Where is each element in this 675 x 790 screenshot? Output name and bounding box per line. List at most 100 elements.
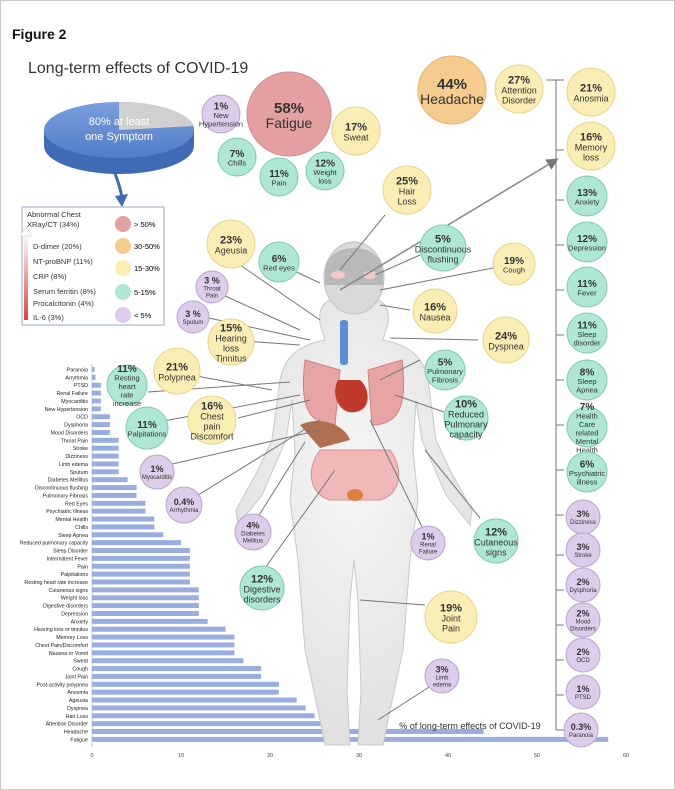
symptom-bubble: 11%Fever: [566, 266, 608, 308]
bubble-label: Hair: [399, 187, 416, 197]
bubble-label: Resting: [114, 374, 139, 383]
bubble-label: Sputum: [183, 320, 204, 326]
bar: [92, 398, 101, 404]
bubble-label: loss: [223, 344, 240, 354]
bar-category-label: Attention Disorder: [46, 722, 89, 728]
bubble-percent: 7%: [580, 402, 595, 413]
bubble-percent: 16%: [580, 132, 602, 144]
bubble-label: Stroke: [574, 553, 592, 559]
legend-lab-2: D-dimer (20%): [33, 242, 82, 251]
bubble-percent: 21%: [166, 362, 188, 374]
bubble-label: Hypertension: [199, 120, 243, 129]
x-tick-label: 30: [356, 753, 362, 759]
symptom-bubble: 11%Palpitations: [125, 406, 169, 450]
bubble-percent: 11%: [577, 321, 597, 332]
bubble-label: Health: [576, 445, 598, 454]
legend-lab-0: Abnormal Chest: [27, 210, 82, 219]
bar-category-label: Fatigue: [70, 737, 88, 743]
x-tick-label: 40: [445, 753, 451, 759]
bubble-label: Depression: [568, 243, 606, 252]
symptom-bubble: 0.4%Arrhythmia: [165, 486, 203, 524]
scale-label-0: > 50%: [134, 220, 156, 229]
x-tick-label: 10: [178, 753, 184, 759]
bubble-percent: 3 %: [185, 309, 201, 319]
bubble-label: Health: [576, 411, 598, 420]
bubble-label: Sleep: [577, 330, 596, 339]
bubble-label: Chest: [200, 412, 224, 422]
connector-lines: [142, 79, 564, 731]
bar-category-label: Discontinuous flushing: [35, 486, 88, 492]
bubble-percent: 4%: [246, 521, 259, 531]
bubble-label: heart: [118, 382, 136, 391]
bubble-percent: 11%: [577, 279, 597, 290]
bar-category-label: Post-activity polypnea: [36, 682, 88, 688]
bubble-label: Memory: [575, 143, 608, 153]
bubble-percent: 1%: [150, 464, 163, 474]
symptom-bubble: 21%Polypnea: [153, 347, 201, 395]
bar-category-label: Mental Health: [55, 517, 88, 523]
bubble-label: Mood: [575, 620, 590, 626]
bubble-percent: 2%: [576, 609, 589, 619]
symptom-bubble: 1%PTSD: [565, 674, 601, 710]
bubble-percent: 8%: [580, 368, 595, 379]
bubble-percent: 7%: [230, 149, 245, 160]
bar-category-label: Sweat: [73, 659, 88, 665]
bar-category-label: Hair Loss: [66, 714, 89, 720]
x-tick-label: 0: [90, 753, 93, 759]
bubble-label: disorder: [573, 339, 601, 348]
bubble-label: Dizziness: [570, 520, 596, 526]
bar: [92, 587, 199, 593]
legend-lab-7: IL-6 (3%): [33, 313, 64, 322]
bar: [92, 453, 119, 459]
bubble-label: rate: [121, 391, 134, 400]
bar-category-label: Anosmia: [67, 690, 88, 696]
bubble-label: Polypnea: [158, 373, 196, 383]
bar: [92, 650, 235, 656]
bubble-label: Apnea: [576, 386, 599, 395]
bubble-label: Myocarditis: [142, 475, 172, 481]
bubble-label: related: [576, 428, 599, 437]
bubble-label: Pain: [271, 178, 286, 187]
legend-lab-6: Procalcitonin (4%): [33, 299, 94, 308]
bubble-percent: 3%: [435, 665, 448, 675]
bar-category-label: Throat Pain: [61, 438, 88, 444]
bar-category-label: Red Eyes: [65, 501, 88, 507]
bubble-label: Chills: [228, 158, 247, 167]
bar-category-label: Paranoia: [67, 368, 88, 374]
bubble-label: Mellitus: [243, 539, 263, 545]
bubble-percent: 13%: [577, 188, 597, 199]
bar: [92, 555, 190, 561]
bubble-percent: 58%: [274, 100, 304, 117]
bubble-label: Arrhythmia: [169, 508, 199, 514]
symptom-bubble: 21%Anosmia: [566, 67, 616, 117]
bar: [92, 713, 315, 719]
bar: [92, 445, 119, 451]
bubble-label: Failure: [419, 550, 438, 556]
scale-label-3: 5-15%: [134, 288, 156, 297]
bubble-label: Disorders: [570, 627, 596, 633]
bubble-label: Psychiatric: [569, 469, 606, 478]
legend-lab-3: NT-proBNP (11%): [33, 257, 93, 266]
bar-category-label: Hearing loss or tinnitus: [34, 627, 88, 633]
bar-category-label: Myocarditis: [61, 399, 88, 405]
symptom-bubble: 13%Anxiety: [566, 175, 608, 217]
bar: [92, 705, 306, 711]
bar: [92, 524, 155, 530]
bar: [92, 422, 110, 428]
bar-category-label: Arrythmia: [65, 375, 88, 381]
bubble-label: Anosmia: [573, 94, 608, 104]
symptom-bubble: 7%Chills: [217, 137, 257, 177]
bubble-label: capacity: [449, 430, 483, 440]
symptom-bubble: 2%Dysphoria: [565, 567, 601, 603]
bar: [92, 429, 110, 435]
symptom-bubble: 16%Nausea: [412, 288, 458, 334]
bar-category-label: Limb edema: [59, 462, 88, 468]
bubble-percent: 25%: [396, 176, 418, 188]
